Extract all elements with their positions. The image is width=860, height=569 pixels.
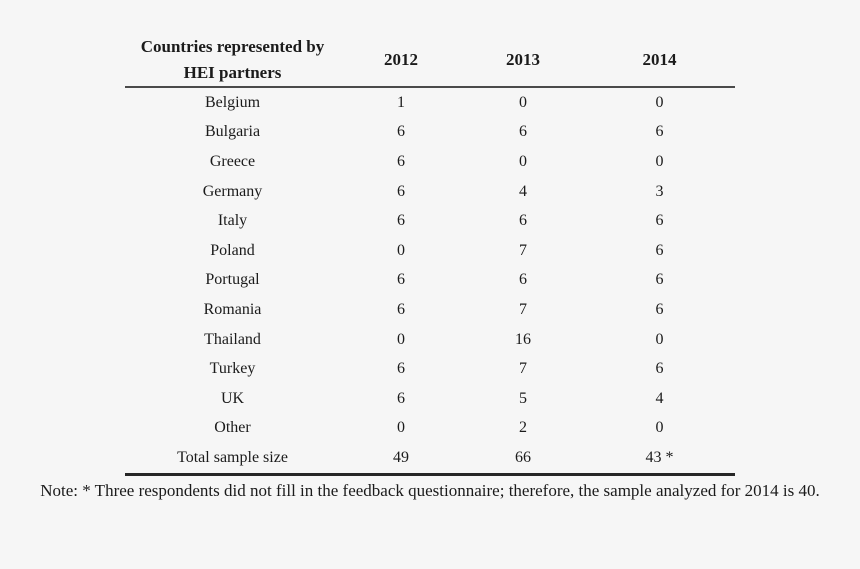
value-2014: 0	[655, 93, 664, 111]
value-2013: 7	[519, 360, 527, 378]
value-2014: 0	[655, 419, 664, 437]
table-row-belgium: Belgium 1 0 0	[125, 87, 735, 118]
table-row-poland: Poland 0 7 6	[125, 236, 735, 266]
country-cell: Romania	[203, 300, 262, 318]
table-row-turkey: Turkey 6 7 6	[125, 354, 735, 384]
value-2014: 43 *	[584, 443, 735, 476]
value-2014: 6	[655, 241, 664, 259]
value-2013: 7	[519, 241, 527, 259]
value-2012: 6	[397, 123, 405, 141]
value-2012: 0	[397, 241, 405, 259]
value-2014: 6	[655, 212, 664, 230]
header-row: Countries represented by HEI partners 20…	[125, 33, 735, 88]
year-column-header-2012: 2012	[340, 33, 462, 88]
table-row-total-sample-size: Total sample size 49 66 43 *	[125, 443, 735, 476]
country-column-header: Countries represented by HEI partners	[125, 33, 340, 88]
value-2014: 4	[655, 389, 664, 407]
value-2014: 0	[655, 330, 664, 348]
table-body: Belgium 1 0 0 Bulgaria 6 6 6 Greece 6 0 …	[125, 87, 735, 476]
value-2013: 6	[519, 212, 527, 230]
value-2014: 6	[655, 271, 664, 289]
value-2014: 6	[655, 300, 664, 318]
country-cell: Germany	[202, 182, 263, 200]
country-cell: UK	[220, 389, 245, 407]
table-row-thailand: Thailand 0 16 0	[125, 325, 735, 355]
value-2012: 6	[397, 271, 405, 289]
country-header-line1: Countries represented by	[140, 36, 325, 56]
value-2013: 0	[519, 93, 527, 111]
value-2013: 66	[462, 443, 584, 476]
value-2012: 49	[340, 443, 462, 476]
value-2012: 1	[397, 93, 405, 111]
table-row-germany: Germany 6 4 3	[125, 177, 735, 207]
value-2012: 0	[397, 330, 405, 348]
value-2013: 4	[519, 182, 527, 200]
value-2012: 6	[397, 182, 405, 200]
country-cell: Greece	[209, 152, 256, 170]
value-2012: 6	[397, 389, 405, 407]
country-cell: Poland	[210, 241, 255, 259]
value-2014: 6	[655, 360, 664, 378]
value-2013: 5	[519, 389, 527, 407]
country-cell: Turkey	[209, 360, 256, 378]
value-2012: 6	[397, 300, 405, 318]
value-2013: 16	[515, 330, 531, 348]
country-cell: Thailand	[204, 330, 261, 348]
country-cell: Other	[214, 419, 251, 437]
value-2012: 6	[397, 152, 405, 170]
table-note: Note: * Three respondents did not fill i…	[40, 481, 820, 500]
table-row-italy: Italy 6 6 6	[125, 206, 735, 236]
value-2013: 6	[519, 271, 527, 289]
country-cell: Total sample size	[125, 443, 340, 476]
value-2013: 6	[519, 123, 527, 141]
country-cell: Italy	[217, 212, 248, 230]
table-row-greece: Greece 6 0 0	[125, 147, 735, 177]
country-header-line2: HEI partners	[183, 62, 282, 82]
value-2012: 6	[397, 360, 405, 378]
value-2014: 6	[655, 123, 664, 141]
table-row-bulgaria: Bulgaria 6 6 6	[125, 118, 735, 148]
country-cell: Bulgaria	[204, 123, 261, 141]
value-2013: 7	[519, 300, 527, 318]
country-cell: Portugal	[205, 271, 260, 289]
country-cell: Belgium	[204, 93, 261, 111]
value-2014: 3	[655, 182, 664, 200]
table-row-romania: Romania 6 7 6	[125, 295, 735, 325]
table-row-uk: UK 6 5 4	[125, 384, 735, 414]
value-2013: 2	[519, 419, 527, 437]
value-2014: 0	[655, 152, 664, 170]
value-2012: 0	[397, 419, 405, 437]
countries-table: Countries represented by HEI partners 20…	[125, 33, 735, 476]
table-header: Countries represented by HEI partners 20…	[125, 33, 735, 88]
table-row-portugal: Portugal 6 6 6	[125, 266, 735, 296]
table-row-other: Other 0 2 0	[125, 414, 735, 444]
year-column-header-2013: 2013	[462, 33, 584, 88]
value-2013: 0	[519, 152, 527, 170]
year-column-header-2014: 2014	[584, 33, 735, 88]
value-2012: 6	[397, 212, 405, 230]
